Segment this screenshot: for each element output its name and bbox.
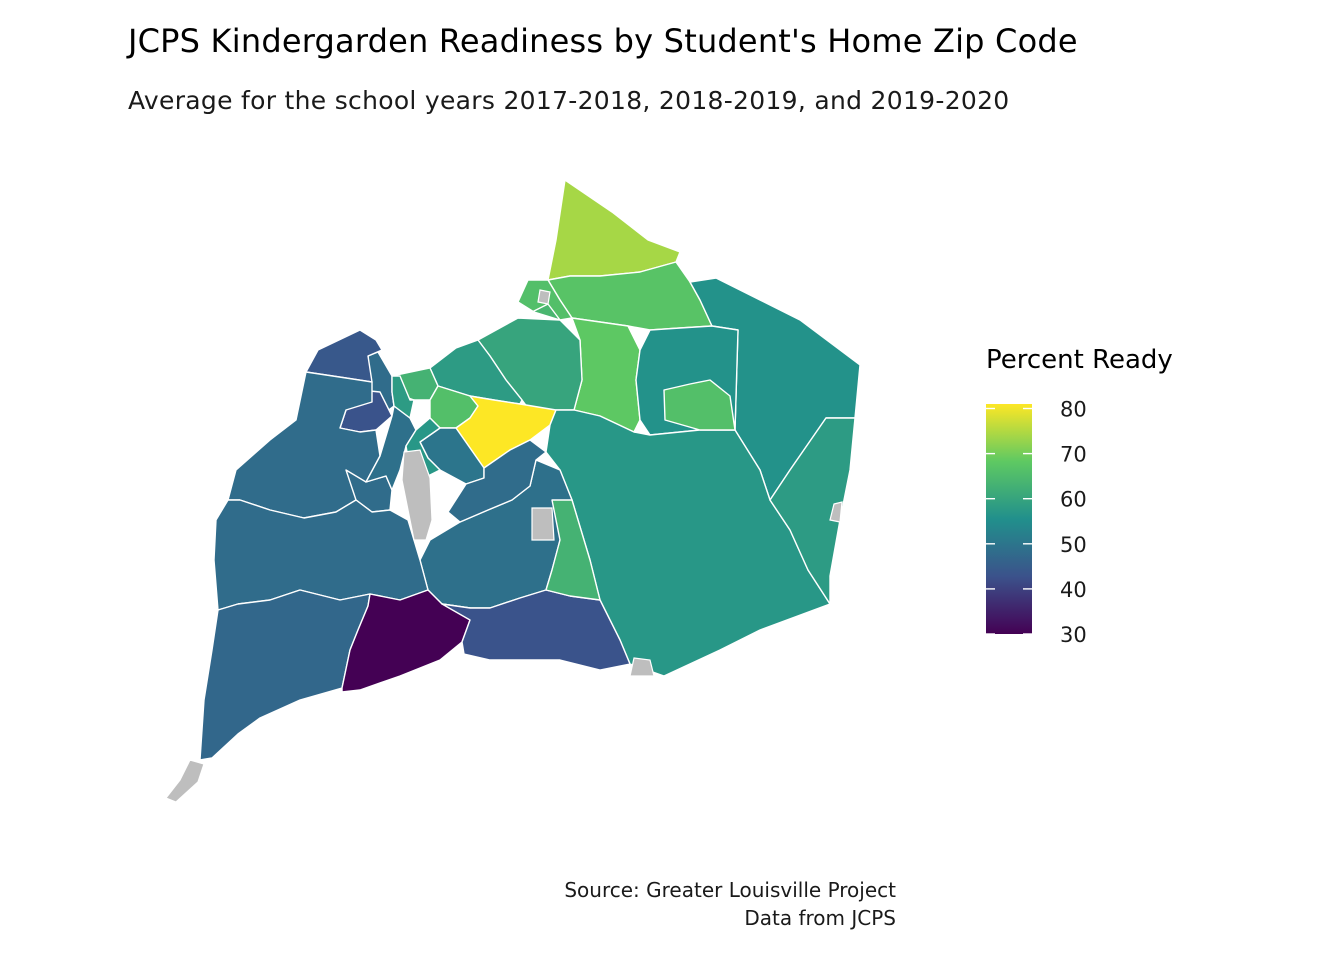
zip-region-no-data (401, 449, 433, 541)
zip-region-no-data (629, 657, 655, 677)
legend-tick-label: 60 (1060, 488, 1087, 512)
color-legend: 30 40 50 60 70 80 (986, 398, 1087, 647)
zip-region (341, 589, 471, 693)
zip-region (391, 375, 415, 419)
chart-title: JCPS Kindergarden Readiness by Student's… (128, 22, 1078, 60)
zip-region-no-data (531, 507, 555, 541)
zip-region (547, 179, 681, 281)
legend-tick-label: 50 (1060, 533, 1087, 557)
legend-tick-label: 80 (1060, 398, 1087, 422)
zip-region-no-data (537, 289, 551, 305)
zip-region (519, 303, 561, 321)
caption: Source: Greater Louisville Project Data … (564, 876, 896, 932)
caption-source: Source: Greater Louisville Project (564, 878, 896, 902)
zip-region-no-data (165, 759, 205, 803)
legend-colorbar (986, 404, 1032, 634)
zip-region (769, 417, 856, 605)
chart-subtitle: Average for the school years 2017-2018, … (128, 86, 1010, 115)
zip-region (545, 409, 831, 677)
legend-tick-label: 40 (1060, 578, 1087, 602)
legend-tick-label: 70 (1060, 443, 1087, 467)
zip-region (545, 499, 601, 601)
zip-region (441, 589, 631, 671)
zip-region (213, 499, 429, 611)
zip-region (663, 379, 736, 431)
legend-tick-label: 30 (1060, 623, 1087, 647)
legend-title: Percent Ready (986, 345, 1173, 375)
caption-data: Data from JCPS (744, 906, 896, 930)
zip-region (447, 439, 547, 523)
zip-region-no-data (829, 501, 843, 523)
